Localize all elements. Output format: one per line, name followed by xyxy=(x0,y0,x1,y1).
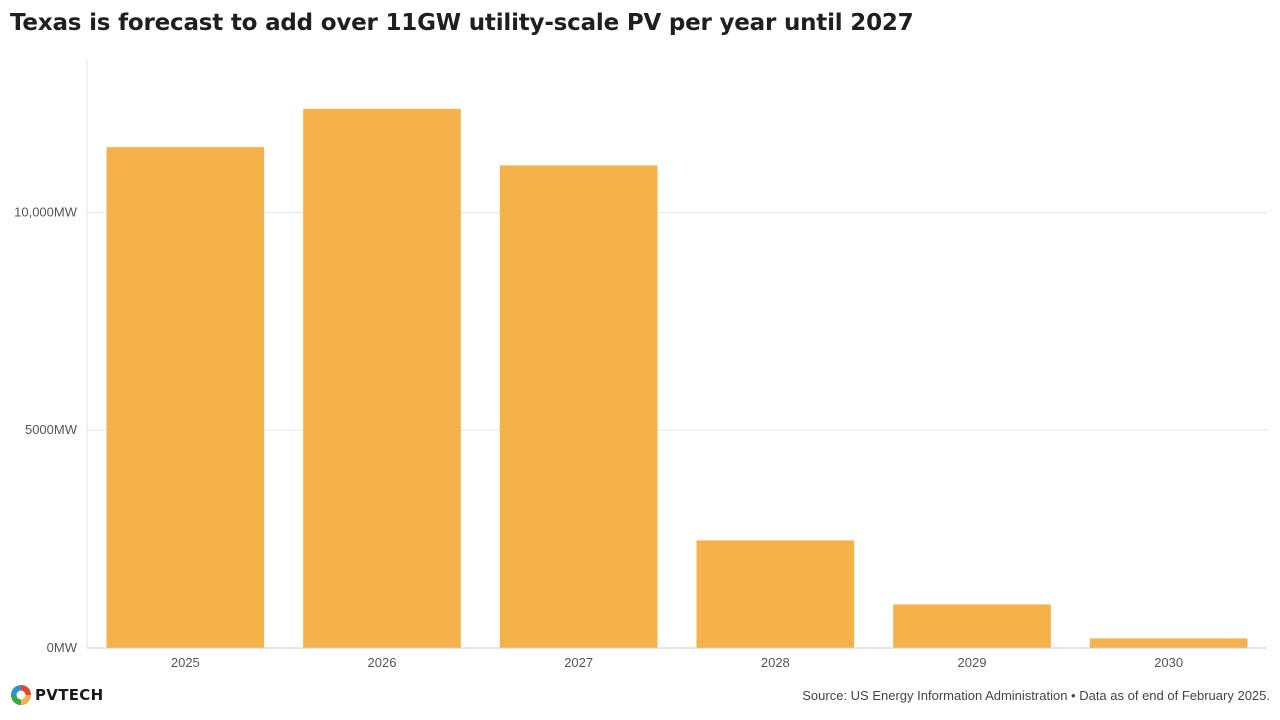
axes: 0MW 5000MW 10,000MW 2025 2026 2027 2028 2029 203… xyxy=(14,60,1267,670)
x-tick-label: 2027 xyxy=(564,655,593,670)
bar-2025 xyxy=(106,147,265,648)
x-tick-label: 2025 xyxy=(171,655,200,670)
pv-tech-logo: PVTECH xyxy=(10,684,103,706)
y-tick-label: 10,000MW xyxy=(14,204,78,219)
bar-2029 xyxy=(893,604,1051,648)
x-tick-label: 2029 xyxy=(958,655,987,670)
logo-icon xyxy=(11,685,31,705)
chart-title: Texas is forecast to add over 11GW utili… xyxy=(10,10,914,36)
y-tick-label: 0MW xyxy=(47,640,78,655)
bar-2028 xyxy=(696,540,855,648)
x-tick-label: 2028 xyxy=(761,655,790,670)
bar-2026 xyxy=(303,108,461,648)
source-note: Source: US Energy Information Administra… xyxy=(802,688,1270,703)
gridlines xyxy=(87,211,1267,431)
y-tick-label: 5000MW xyxy=(25,422,78,437)
bar-2027 xyxy=(499,165,658,648)
logo-text: PVTECH xyxy=(35,686,104,704)
x-tick-label: 2026 xyxy=(368,655,397,670)
bar-2030 xyxy=(1089,638,1248,648)
bars xyxy=(106,108,1248,648)
x-tick-label: 2030 xyxy=(1154,655,1183,670)
